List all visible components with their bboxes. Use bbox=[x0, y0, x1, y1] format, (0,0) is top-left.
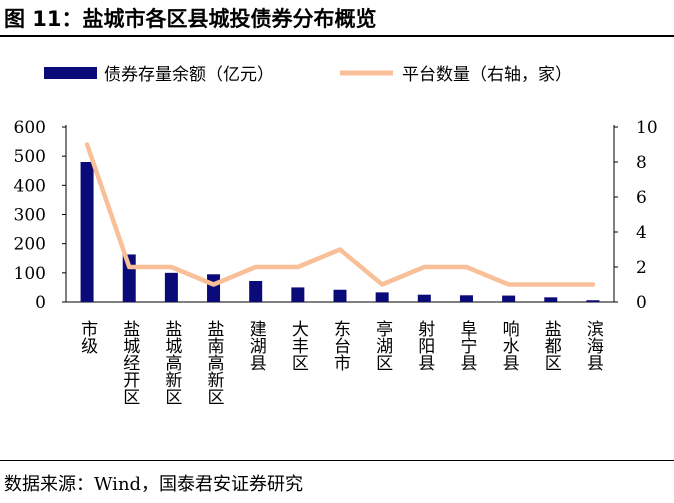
line-series bbox=[84, 142, 596, 287]
x-tick-label: 盐都区 bbox=[541, 320, 562, 371]
right-tick-label: 2 bbox=[636, 258, 647, 278]
right-tick-label: 0 bbox=[636, 293, 647, 313]
right-y-axis: 0 2 4 6 8 10 bbox=[613, 118, 658, 313]
x-tick-label: 盐南高新区 bbox=[204, 320, 225, 405]
x-tick-label: 亭湖区 bbox=[372, 320, 393, 371]
left-tick-label: 500 bbox=[14, 147, 46, 167]
figure-header: 图 11：盐城市各区县城投债券分布概览 bbox=[0, 0, 674, 34]
source-note: 数据来源：Wind，国泰君安证券研究 bbox=[4, 474, 304, 495]
bar-射阳县 bbox=[417, 294, 431, 302]
bar-盐城高新区 bbox=[164, 272, 178, 302]
line-platform-count bbox=[84, 142, 596, 287]
bar-建湖县 bbox=[249, 281, 263, 302]
legend-label-bar: 债券存量余额（亿元） bbox=[104, 65, 274, 85]
x-tick-label: 东台市 bbox=[330, 320, 351, 371]
legend: 债券存量余额（亿元） 平台数量（右轴，家） bbox=[44, 65, 572, 85]
title-rule bbox=[0, 35, 674, 37]
left-tick-label: 300 bbox=[14, 206, 46, 226]
bar-响水县 bbox=[502, 295, 516, 302]
right-tick-label: 10 bbox=[636, 118, 658, 138]
bar-大丰区 bbox=[291, 287, 305, 302]
x-tick-label: 大丰区 bbox=[288, 320, 309, 371]
x-tick-label: 盐城经开区 bbox=[119, 320, 140, 405]
x-tick-label: 射阳县 bbox=[414, 320, 435, 371]
x-axis-labels: 市级 盐城经开区 盐城高新区 盐南高新区 建湖县 大丰区 东台市 亭湖区 射阳县 阜宁县 响水县 盐都… bbox=[77, 320, 603, 405]
right-tick-label: 4 bbox=[636, 223, 647, 243]
left-tick-label: 200 bbox=[14, 235, 46, 255]
bar-东台市 bbox=[333, 289, 347, 302]
legend-swatch-bar bbox=[44, 67, 97, 79]
x-tick-label: 盐城高新区 bbox=[161, 320, 182, 405]
right-tick-label: 8 bbox=[636, 153, 647, 173]
bar-市级 bbox=[80, 162, 94, 302]
bar-滨海县 bbox=[586, 300, 600, 302]
chart: 债券存量余额（亿元） 平台数量（右轴，家） 0100200300400500600… bbox=[14, 65, 658, 405]
left-tick-label: 100 bbox=[14, 264, 46, 284]
bar-盐南高新区 bbox=[207, 274, 221, 302]
legend-label-line: 平台数量（右轴，家） bbox=[402, 65, 572, 85]
x-tick-label: 建湖县 bbox=[246, 320, 267, 371]
bar-阜宁县 bbox=[459, 295, 473, 302]
x-tick-label: 滨海县 bbox=[583, 320, 604, 371]
x-tick-label: 阜宁县 bbox=[456, 320, 477, 371]
left-tick-label: 400 bbox=[14, 176, 46, 196]
source-rule bbox=[0, 460, 674, 461]
figure-title: 图 11：盐城市各区县城投债券分布概览 bbox=[4, 7, 377, 31]
right-tick-label: 6 bbox=[636, 188, 647, 208]
x-tick-label: 响水县 bbox=[499, 320, 519, 371]
x-tick-label: 市级 bbox=[77, 320, 98, 354]
left-tick-label: 600 bbox=[14, 118, 46, 138]
left-tick-label: 0 bbox=[35, 293, 46, 313]
bar-盐都区 bbox=[544, 297, 558, 302]
bar-亭湖区 bbox=[375, 292, 389, 302]
bar-series bbox=[80, 162, 600, 302]
